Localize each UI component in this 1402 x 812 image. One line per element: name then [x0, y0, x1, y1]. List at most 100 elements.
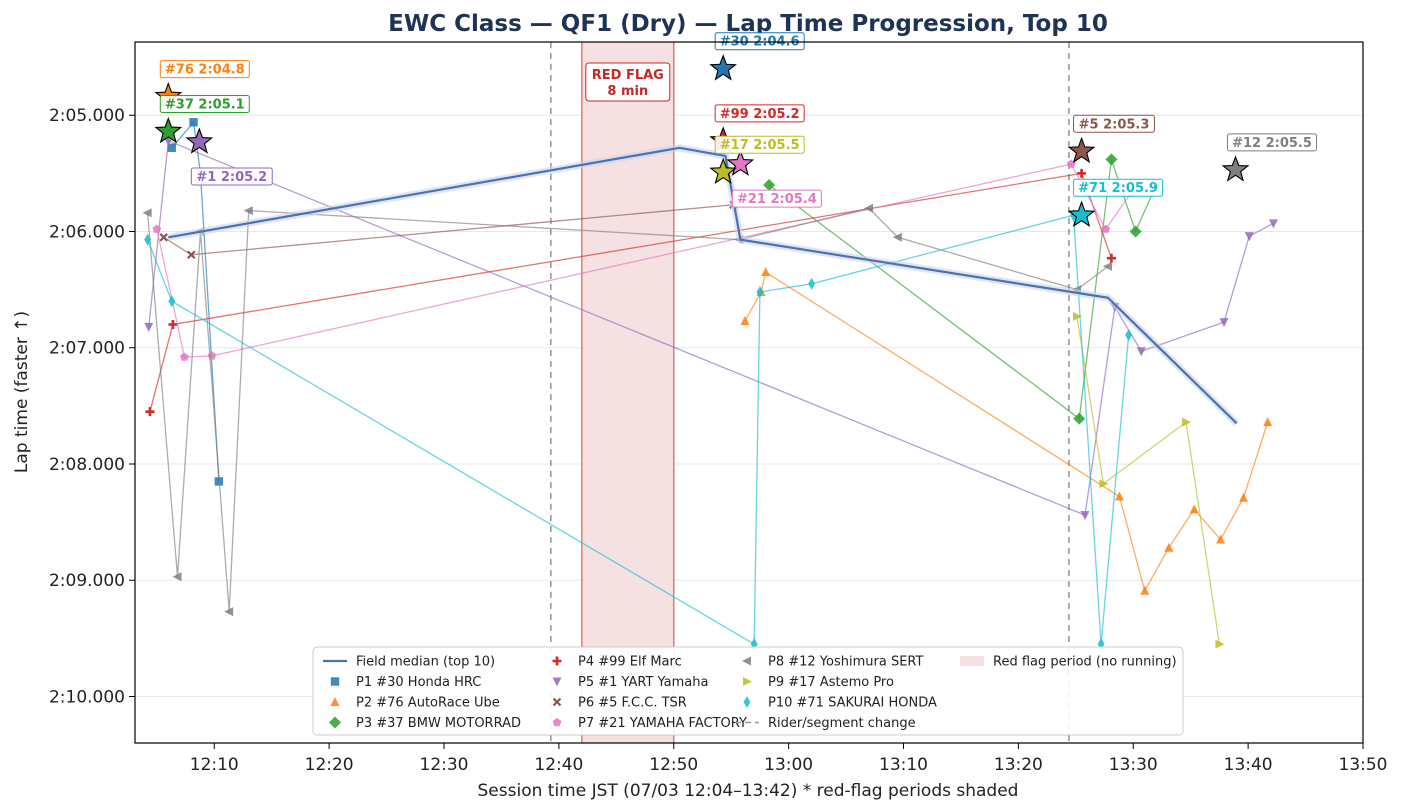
series-2-point [1216, 534, 1226, 544]
best-lap-label: #5 2:05.3 [1079, 117, 1150, 132]
series-10-point [168, 295, 176, 308]
legend-entry-label: P2 #76 AutoRace Ube [356, 696, 500, 711]
legend-entry-label: P3 #37 BMW MOTORRAD [356, 716, 521, 731]
series-2-point [1140, 585, 1150, 595]
series-7-point [1101, 224, 1111, 233]
y-tick-label: 2:10.000 [49, 687, 125, 707]
series-line-7 [156, 163, 1132, 358]
x-tick-label: 13:40 [1224, 755, 1273, 775]
series-8-point [142, 208, 152, 218]
series-line-5 [148, 139, 1274, 517]
legend-entry-label: P5 #1 YART Yamaha [578, 675, 708, 690]
series-9-point [1072, 311, 1082, 321]
series-4-point [1106, 253, 1116, 263]
series-2-point [1164, 542, 1174, 552]
series-line-10 [147, 214, 1130, 646]
series-5-point [1080, 511, 1090, 521]
series-4-point [168, 319, 178, 329]
series-4-point [145, 407, 155, 417]
x-tick-label: 13:30 [1109, 755, 1158, 775]
x-tick-label: 13:50 [1339, 755, 1388, 775]
legend-entry-label: Red flag period (no running) [993, 655, 1177, 670]
legend-series-marker [552, 677, 562, 687]
series-9-point [1182, 417, 1192, 427]
series-2-point [1189, 504, 1199, 514]
best-lap-label: #12 2:05.5 [1232, 136, 1312, 151]
legend-series-marker [743, 677, 752, 686]
x-tick-label: 13:00 [764, 755, 813, 775]
series-line-9 [1076, 316, 1221, 645]
best-lap-label: #71 2:05.9 [1078, 181, 1158, 196]
series-2-point [1263, 417, 1273, 427]
legend-entry-label: P8 #12 Yoshimura SERT [768, 655, 924, 670]
legend-series-marker [552, 717, 562, 727]
series-5-point [1219, 318, 1229, 328]
best-lap-label-box [1226, 133, 1317, 152]
plot-frame [134, 41, 1364, 744]
series-6-point [187, 250, 196, 260]
series-9-point [1215, 639, 1225, 649]
series-8-point [172, 572, 182, 582]
legend-entry-label: Field median (top 10) [356, 655, 495, 670]
x-tick-label: 12:20 [305, 755, 354, 775]
best-lap-label: #76 2:04.8 [165, 63, 245, 78]
legend-entry-label: P4 #99 Elf Marc [578, 655, 682, 670]
series-5-point [1268, 219, 1278, 229]
series-8-point [1102, 261, 1112, 271]
best-lap-star [1221, 155, 1250, 182]
best-lap-star [1067, 200, 1096, 227]
x-axis-label: Session time JST (07/03 12:04–13:42) * r… [478, 781, 1019, 801]
best-lap-star [185, 127, 214, 154]
x-tick-label: 12:10 [190, 755, 239, 775]
red-flag-label: RED FLAG [592, 68, 664, 83]
x-tick-label: 12:50 [649, 755, 698, 775]
series-line-4 [149, 172, 1113, 412]
series-6-point [159, 233, 168, 242]
series-2-point [740, 316, 750, 326]
series-line-8 [146, 207, 1109, 612]
x-tick-label: 13:10 [879, 755, 928, 775]
series-1-point [189, 118, 198, 127]
x-tick-label: 13:20 [994, 755, 1043, 775]
series-9-point [1099, 479, 1109, 489]
series-8-point [243, 206, 253, 216]
series-line-3 [768, 159, 1157, 420]
series-2-point [1239, 492, 1249, 502]
legend-entry-label: P1 #30 Honda HRC [356, 675, 481, 690]
legend-entry-label: P9 #17 Astemo Pro [768, 675, 894, 690]
legend-series-marker [329, 716, 341, 729]
series-7-point [180, 352, 189, 361]
best-lap-star [1067, 136, 1096, 164]
best-lap-label-box [714, 32, 805, 51]
series-10-point [756, 285, 764, 298]
series-3-point [1105, 153, 1118, 166]
series-8-point [864, 203, 874, 213]
series-3-point [1129, 225, 1142, 238]
best-lap-label-box [1073, 114, 1155, 133]
best-lap-label: #99 2:05.2 [720, 107, 800, 122]
best-lap-label-box [190, 167, 273, 186]
series-5-point [1244, 232, 1254, 242]
best-lap-label-box [731, 189, 822, 208]
series-8-point [892, 232, 902, 242]
legend-entry-label: P6 #5 F.C.C. TSR [578, 696, 687, 711]
series-4-point [1077, 168, 1087, 178]
legend-red-flag-swatch [960, 656, 984, 666]
legend-entry-label: P10 #71 SAKURAI HONDA [768, 696, 937, 711]
best-lap-label-box [714, 104, 805, 123]
y-tick-label: 2:07.000 [49, 339, 125, 359]
red-flag-label-box [585, 62, 671, 102]
series-10-point [1125, 328, 1133, 341]
red-flag-band [581, 42, 674, 743]
legend: Field median (top 10) P1 #30 Honda HRC P2 … [312, 646, 1184, 736]
series-3-point [1073, 412, 1086, 425]
legend-entry-label: Rider/segment change [768, 716, 916, 731]
legend-series-marker [330, 697, 340, 706]
legend-series-marker [743, 696, 751, 708]
y-tick-label: 2:09.000 [49, 571, 125, 591]
best-lap-label-box [714, 135, 805, 154]
series-3-point [763, 178, 776, 191]
y-axis-label: Lap time (faster ↑) [12, 311, 32, 473]
legend-series-marker [330, 677, 340, 686]
